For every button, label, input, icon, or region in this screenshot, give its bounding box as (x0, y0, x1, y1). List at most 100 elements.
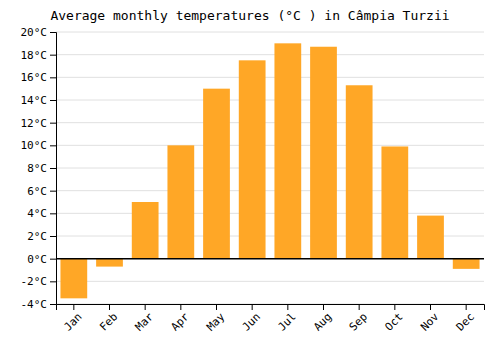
y-tick-mark (50, 168, 56, 169)
grid-line (56, 145, 484, 146)
x-tick-label: Nov (418, 310, 442, 334)
y-tick-label: 6°C (27, 185, 47, 198)
grid-line (56, 213, 484, 214)
x-tick-label: Jan (61, 310, 84, 333)
bar (381, 146, 408, 258)
y-tick: 12°C (21, 117, 57, 130)
y-tick-mark (50, 77, 56, 78)
y-tick: 16°C (21, 71, 57, 84)
bar (96, 259, 123, 267)
y-tick-mark (50, 259, 56, 260)
y-tick-mark (50, 100, 56, 101)
x-axis-line (57, 305, 485, 311)
bar (167, 145, 194, 258)
grid-line (56, 32, 484, 33)
x-tick-label: Oct (382, 310, 405, 333)
chart: Average monthly temperatures (°C ) in Câ… (0, 0, 500, 350)
y-tick: 18°C (21, 49, 57, 62)
y-tick-mark (50, 145, 56, 146)
y-tick-label: -2°C (21, 275, 48, 288)
bar (274, 43, 301, 258)
x-tick-label: Jun (240, 310, 263, 333)
grid-line (56, 100, 484, 101)
bar (60, 259, 87, 299)
y-tick-label: 14°C (21, 94, 48, 107)
zero-line (56, 258, 484, 260)
y-tick: 20°C (21, 26, 57, 39)
x-tick-mark (323, 304, 324, 310)
y-tick-mark (50, 55, 56, 56)
grid-line (56, 122, 484, 123)
bar (239, 60, 266, 258)
y-tick-mark (50, 123, 56, 124)
x-tick: Oct (382, 304, 405, 334)
y-tick: 4°C (27, 207, 56, 220)
y-tick-label: 4°C (27, 207, 47, 220)
x-tick: Dec (454, 304, 477, 334)
y-tick: 2°C (27, 230, 56, 243)
x-tick-mark (216, 304, 217, 310)
y-tick-mark (50, 304, 56, 305)
x-tick: Apr (168, 304, 192, 334)
bars (56, 43, 484, 298)
y-tick-mark (50, 32, 56, 33)
y-tick: 0°C (27, 253, 56, 266)
x-tick-mark (430, 304, 431, 310)
y-tick-mark (50, 191, 56, 192)
bar (453, 259, 480, 269)
x-tick-mark (252, 304, 253, 310)
x-tick: Sep (347, 304, 370, 334)
y-tick-label: 20°C (21, 26, 48, 39)
bar (203, 89, 230, 259)
y-tick-label: -4°C (21, 298, 48, 311)
x-tick-label: Feb (97, 310, 120, 333)
y-tick: 6°C (27, 185, 56, 198)
x-tick-mark (394, 304, 395, 310)
y-tick-label: 18°C (21, 49, 48, 62)
grid-line (56, 281, 484, 282)
x-tick: Mar (133, 304, 157, 334)
grid-line (56, 190, 484, 191)
plot: -4°C -2°C 0°C 2°C 4°C 6°C 8°C 10°C 12°C 14°C 16°C 1… (21, 26, 485, 334)
x-tick-mark (109, 304, 110, 310)
x-tick-label: Dec (454, 310, 477, 333)
x-tick-label: Jul (275, 310, 298, 333)
bar (132, 202, 159, 259)
title: Average monthly temperatures (°C ) in Câ… (50, 8, 449, 23)
bar (417, 216, 444, 259)
x-tick: Nov (418, 304, 442, 334)
x-tick: Feb (97, 304, 120, 334)
x-tick-label: Sep (347, 310, 370, 333)
x-tick-label: May (204, 310, 228, 334)
x-tick-label: Apr (168, 310, 192, 334)
y-tick-label: 10°C (21, 139, 48, 152)
bar (310, 47, 337, 259)
grid-line (56, 168, 484, 169)
grid-line (56, 54, 484, 55)
x-tick: Jan (61, 304, 84, 334)
x-tick-mark (180, 304, 181, 310)
y-tick-label: 8°C (27, 162, 47, 175)
x-tick: May (204, 304, 228, 334)
x-tick-mark (73, 304, 74, 310)
y-tick-label: 2°C (27, 230, 47, 243)
x-tick-mark (145, 304, 146, 310)
x-tick-mark (287, 304, 288, 310)
y-tick-mark (50, 236, 56, 237)
y-axis-line (50, 33, 57, 305)
grid-line (56, 258, 484, 259)
x-tick-label: Mar (133, 310, 157, 334)
y-tick-mark (50, 213, 56, 214)
x-tick: Jul (275, 304, 298, 334)
grid (56, 32, 484, 304)
x-tick-mark (359, 304, 360, 310)
y-tick-mark (50, 281, 56, 282)
y-tick: 14°C (21, 94, 57, 107)
y-axis: -4°C -2°C 0°C 2°C 4°C 6°C 8°C 10°C 12°C 14°C 16°C 1… (21, 26, 57, 311)
y-tick: -2°C (21, 275, 57, 288)
y-tick-label: 0°C (27, 253, 47, 266)
x-tick: Aug (311, 304, 334, 334)
x-tick: Jun (240, 304, 263, 334)
x-tick-mark (466, 304, 467, 310)
y-tick: 10°C (21, 139, 57, 152)
